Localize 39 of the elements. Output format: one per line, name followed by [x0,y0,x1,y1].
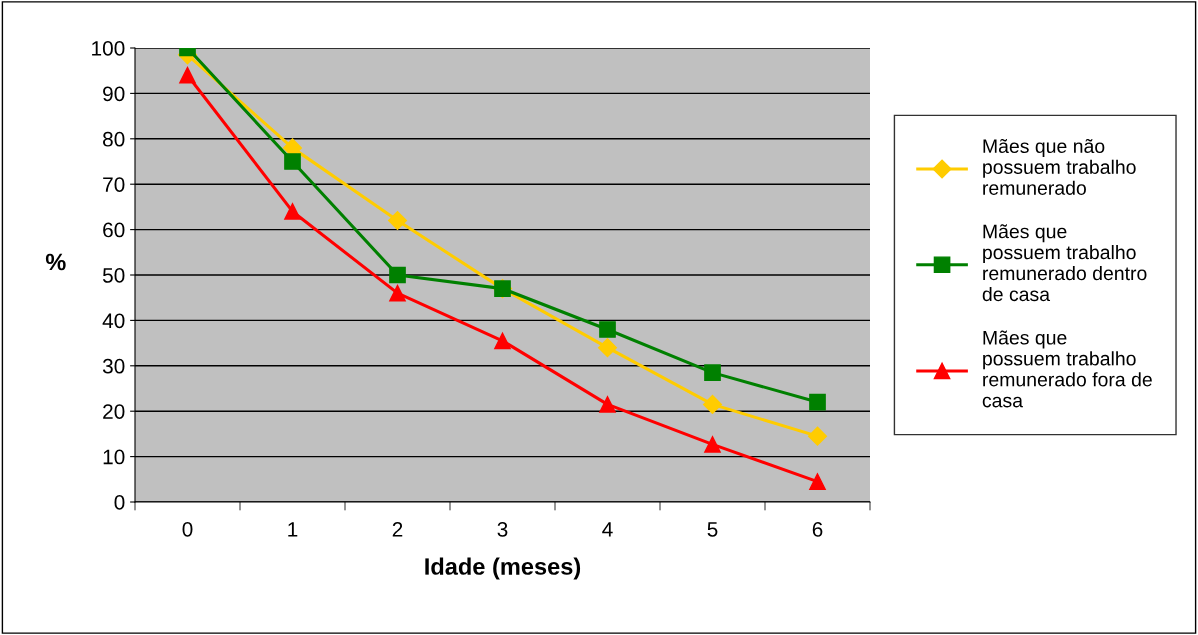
y-tick-label: 30 [102,358,125,374]
point [284,203,301,220]
x-tick-label: 5 [707,522,718,537]
point [807,426,828,446]
legend-label: Mães que possuem trabalho remunerado dentro de casa [982,224,1147,302]
x-tick-label: 0 [182,521,193,537]
y-tick-label: 60 [103,222,125,238]
x-tick-label: 2 [392,521,403,537]
point [179,66,196,84]
point [494,332,511,350]
x-axis-title: Idade (meses) [425,557,581,580]
legend-label: Mães que possuem trabalho remunerado fora de casa [982,330,1152,408]
point [597,338,618,358]
y-tick-label: 50 [102,268,125,283]
point [389,284,406,302]
x-tick-label: 3 [497,521,508,537]
y-axis-title: % [45,253,66,271]
point [704,436,721,453]
y-tick-label: 40 [102,313,125,329]
x-tick-label: 1 [288,522,298,537]
y-tick-label: 90 [103,86,125,102]
point [809,473,826,490]
y-tick-label: 0 [114,495,125,510]
legend-label: Mães que não possuem trabalho remunerado [983,138,1136,195]
point [809,393,826,411]
y-tick-label: 10 [103,449,125,465]
y-tick-label: 20 [103,404,125,419]
x-tick-label: 6 [812,521,823,537]
point [599,321,616,338]
x-tick-label: 4 [602,522,613,537]
y-tick-label: 70 [103,177,125,192]
point [389,266,406,284]
point [704,364,721,381]
point [284,153,301,170]
point [387,210,408,231]
y-tick-label: 100 [92,41,125,56]
point [599,396,616,413]
point [702,394,723,414]
y-tick-label: 80 [103,131,125,147]
